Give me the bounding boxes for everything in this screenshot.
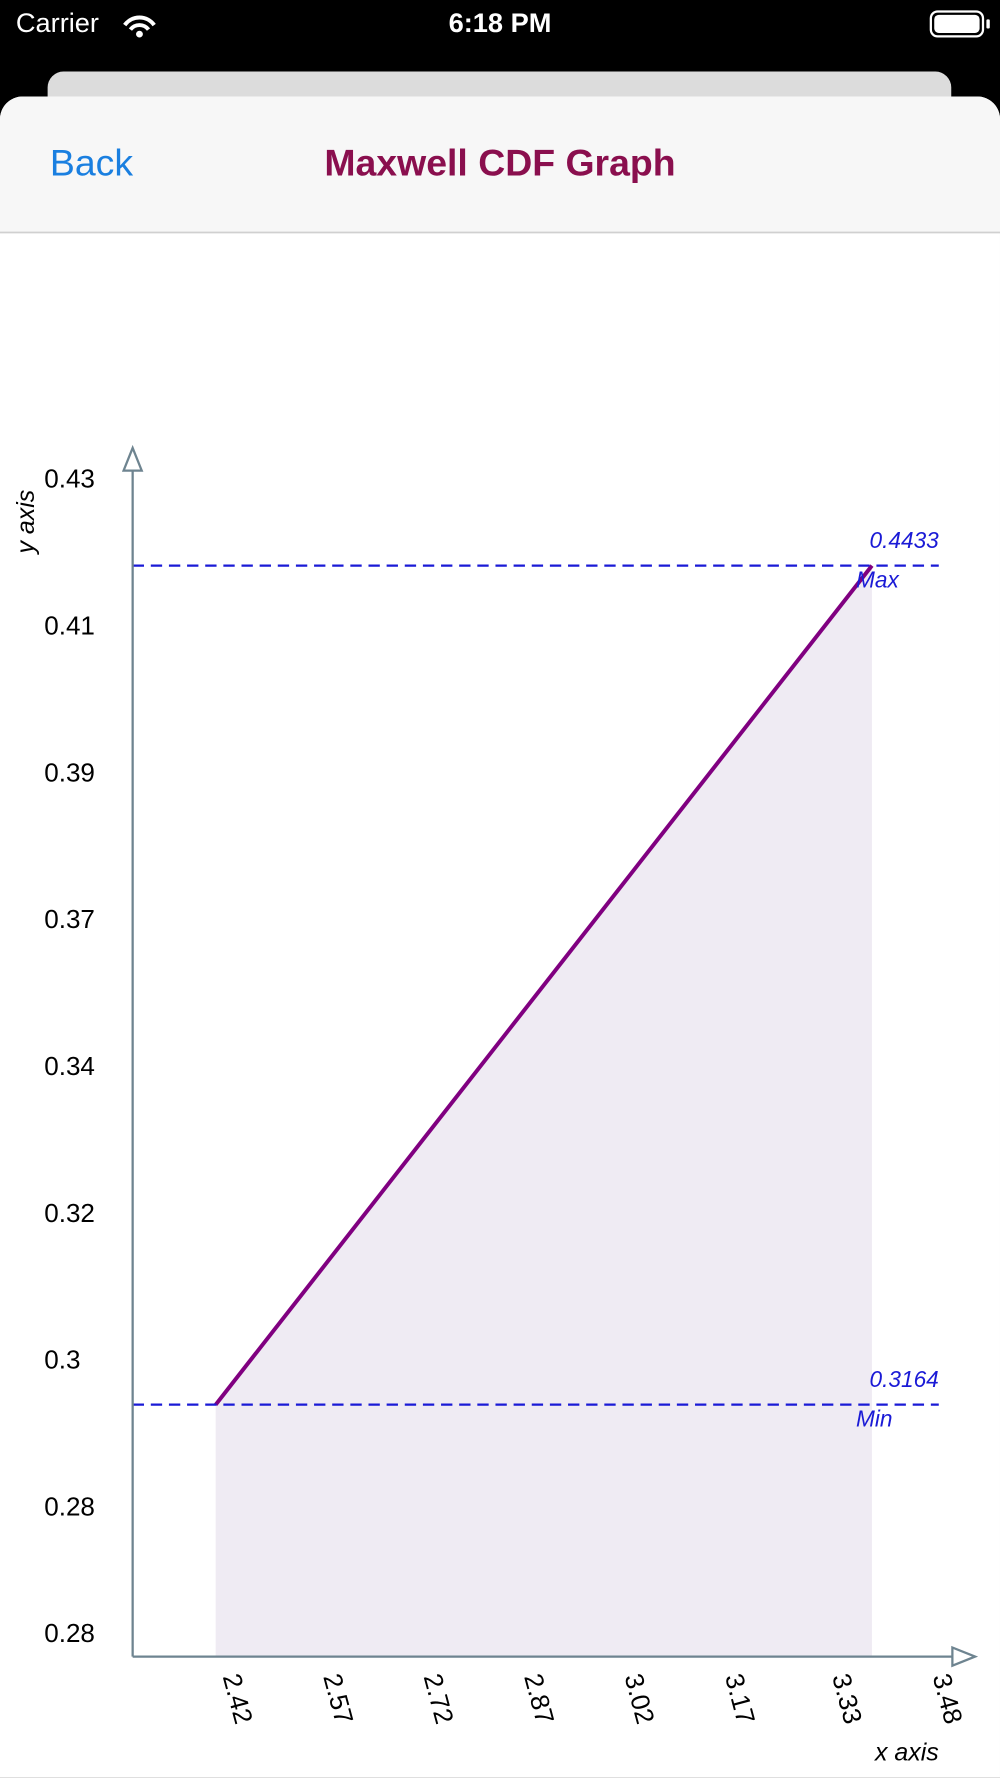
y-tick-label: 0.32	[44, 1198, 95, 1228]
y-tick-label: 0.37	[44, 904, 95, 934]
y-tick-label: 0.28	[44, 1492, 95, 1522]
reference-label: Max	[856, 567, 899, 593]
y-tick-label: 0.34	[44, 1051, 95, 1081]
y-axis-arrow	[121, 444, 144, 472]
battery-level	[934, 14, 980, 33]
y-tick-label: 0.43	[44, 464, 95, 494]
y-tick-label: 0.28	[44, 1618, 95, 1648]
line	[214, 564, 874, 1406]
back-button[interactable]: Back	[50, 142, 133, 184]
y-tick-label: 0.3	[44, 1345, 80, 1375]
carrier: Carrier	[16, 7, 99, 38]
nav-bar	[0, 96, 1000, 233]
x-axis-arrow	[951, 1645, 979, 1668]
clock: 6:18 PM	[449, 7, 552, 38]
wifi-icon	[123, 15, 156, 31]
battery	[929, 10, 985, 38]
reference-value: 0.4433	[869, 527, 939, 553]
reference-label: Min	[856, 1406, 893, 1432]
wifi-dot	[136, 30, 143, 38]
y-tick-label: 0.39	[44, 757, 95, 787]
area-fill	[215, 565, 872, 1657]
battery-tip	[986, 19, 990, 29]
x-axis-label: x axis	[874, 1739, 939, 1767]
y-axis-label: y axis	[12, 490, 40, 556]
nav-title: Maxwell CDF Graph	[324, 142, 675, 184]
y-tick-label: 0.41	[44, 611, 95, 641]
reference-value: 0.3164	[869, 1366, 938, 1392]
